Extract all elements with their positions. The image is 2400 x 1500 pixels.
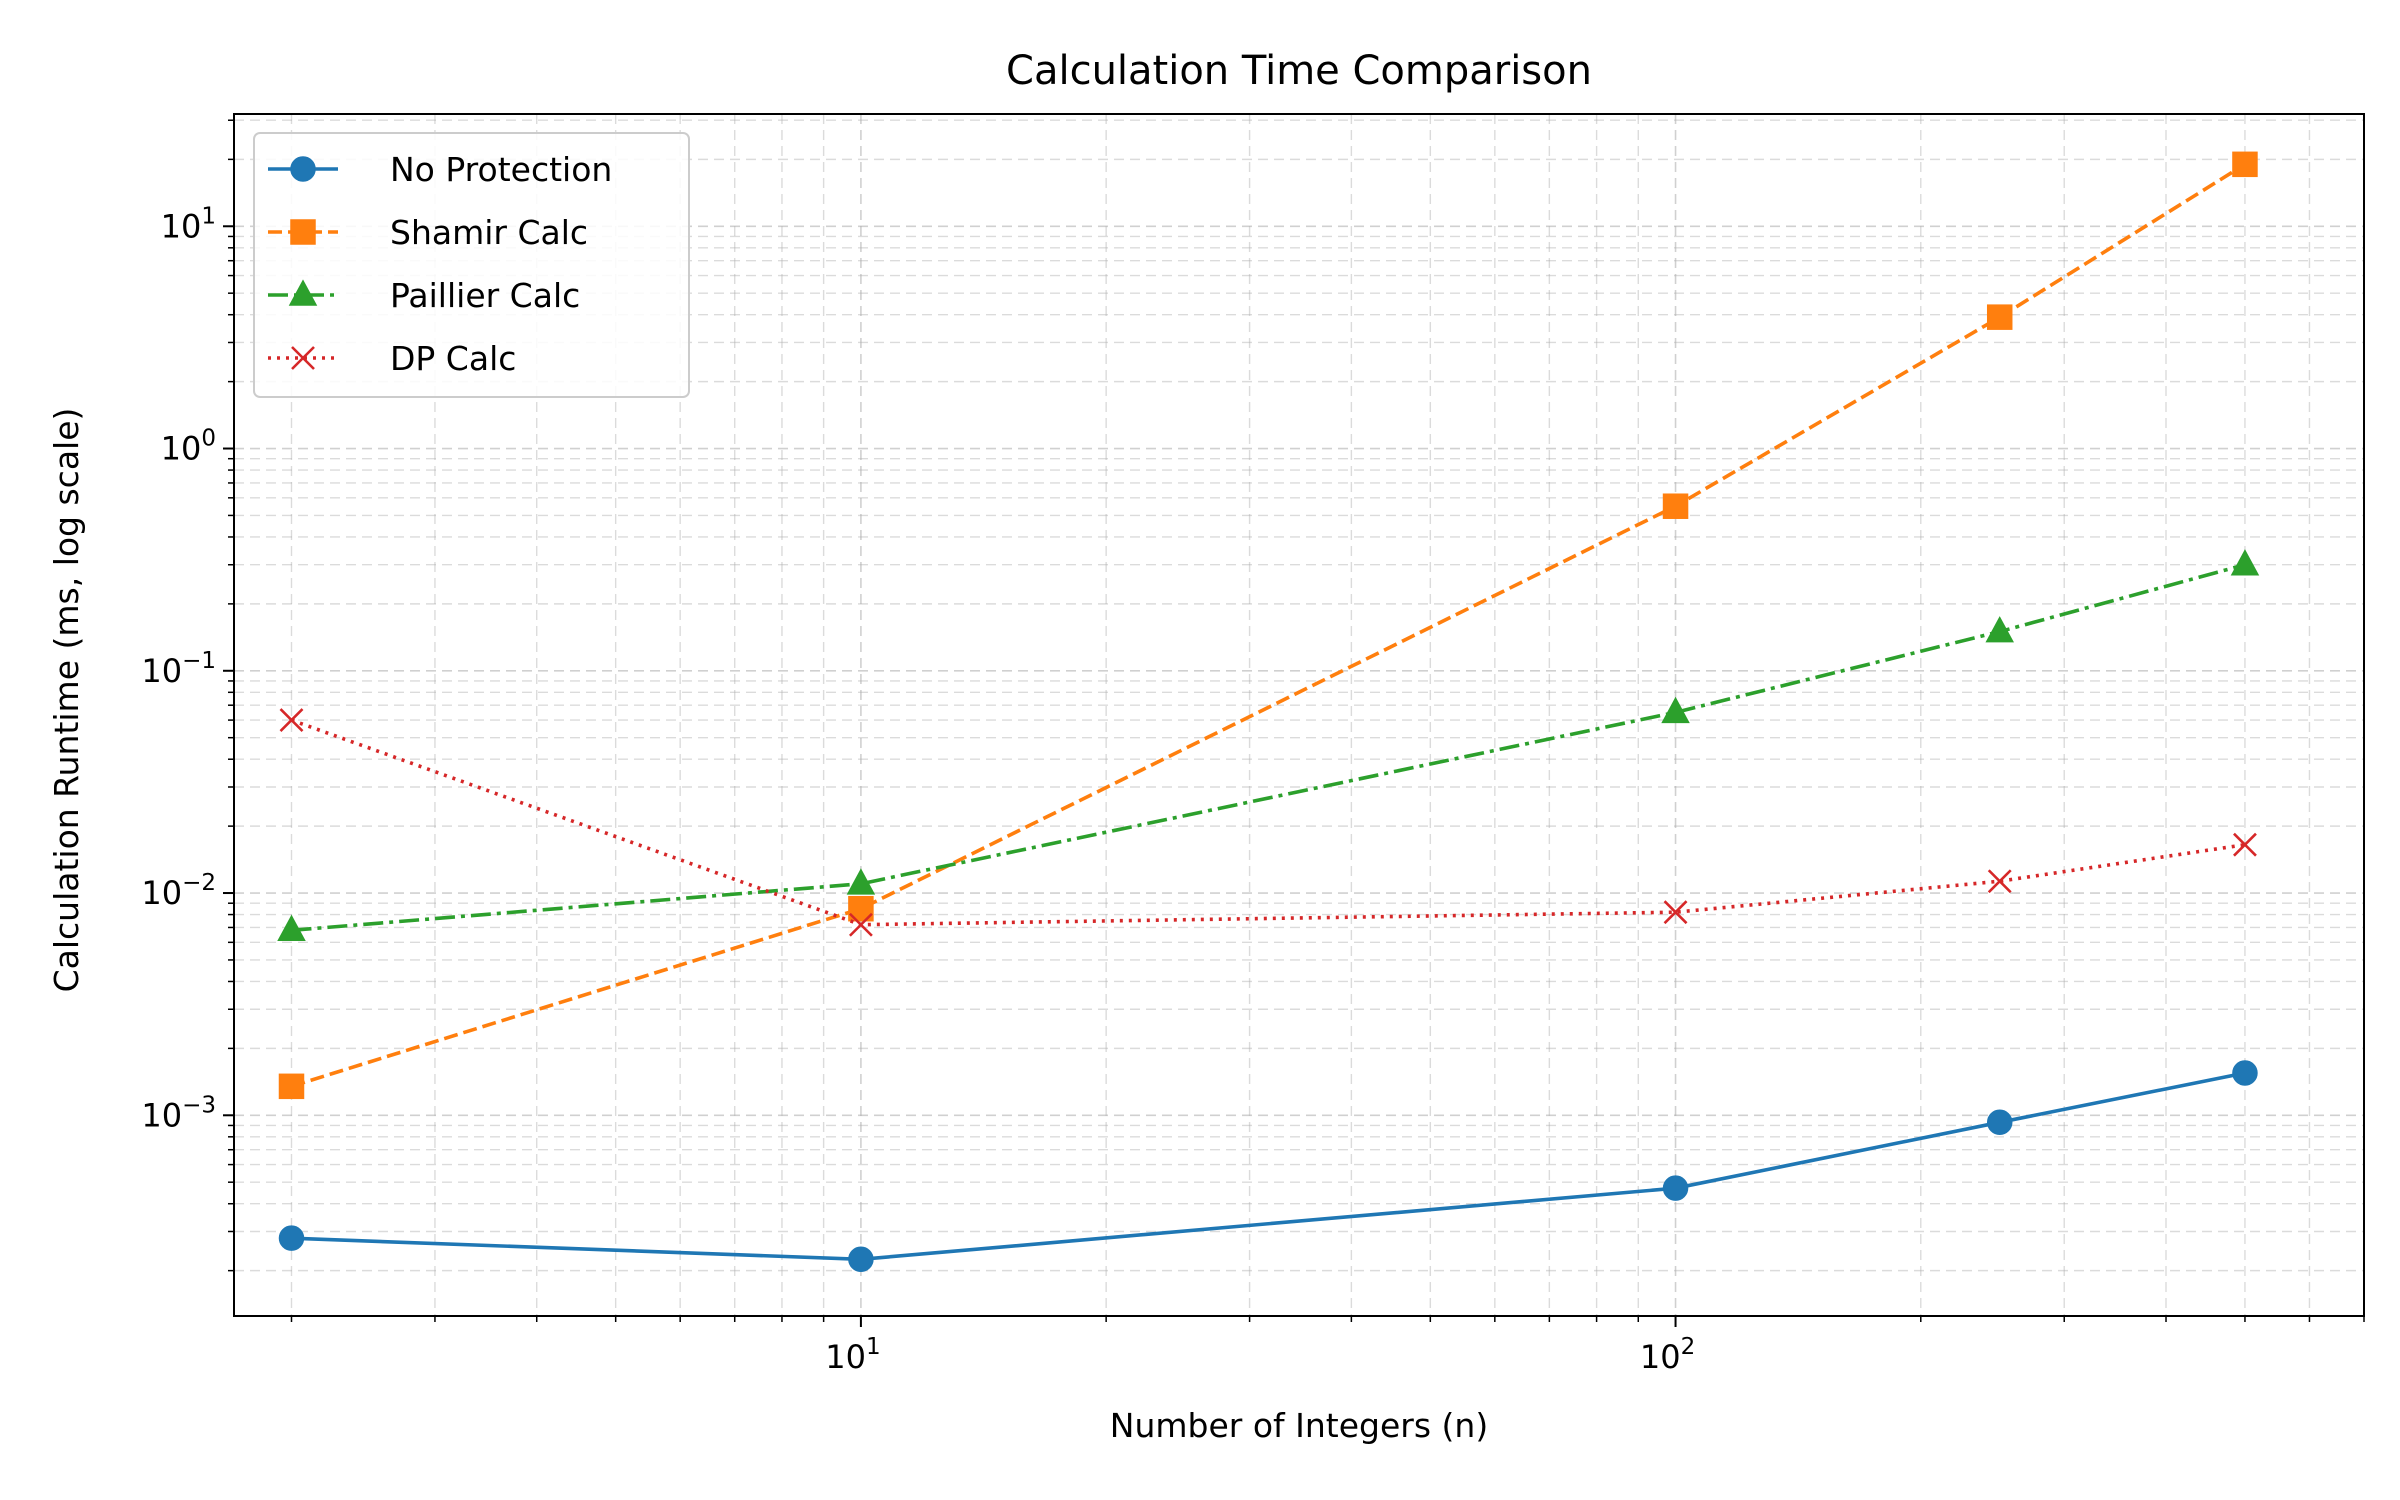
series-shamir-calc [278, 151, 2258, 1100]
data-point-paillier-calc [1661, 696, 1690, 724]
data-point-dp-calc [848, 912, 873, 937]
data-point-paillier-calc [277, 914, 306, 942]
legend-label-paillier-calc: Paillier Calc [390, 276, 580, 315]
y-tick-label: 101 [161, 203, 216, 245]
legend-label-dp-calc: DP Calc [390, 339, 516, 378]
data-point-no-protection [1986, 1109, 2013, 1136]
data-point-no-protection [278, 1225, 305, 1251]
data-point-no-protection [1662, 1175, 1689, 1201]
data-point-shamir-calc [1662, 493, 1689, 519]
legend-label-shamir-calc: Shamir Calc [390, 213, 588, 252]
legend-box [253, 132, 690, 398]
x-marker-stroke [291, 346, 315, 370]
data-point-no-protection [848, 1246, 874, 1273]
data-point-dp-calc [279, 708, 304, 733]
y-tick-label: 10−2 [141, 870, 216, 912]
series-line-dp-calc [290, 718, 2246, 927]
x-marker-stroke [848, 912, 873, 937]
x-tick-label: 102 [1640, 1334, 1695, 1376]
series-no-protection [278, 1060, 2258, 1273]
data-point-dp-calc [2233, 832, 2257, 857]
x-marker-stroke [279, 708, 304, 733]
x-marker-stroke [2233, 832, 2257, 857]
series-dp-calc [279, 708, 2257, 937]
y-tick-label: 100 [161, 426, 216, 468]
series-line-paillier-calc [291, 562, 2246, 933]
data-point-shamir-calc [278, 1073, 305, 1100]
data-point-dp-calc [1663, 900, 1688, 925]
chart-title: Calculation Time Comparison [1006, 48, 1592, 94]
legend-marker-paillier-calc [288, 279, 318, 306]
legend-marker-no-protection [290, 156, 316, 182]
data-point-dp-calc [1987, 869, 2012, 894]
x-axis-label: Number of Integers (n) [1110, 1406, 1488, 1445]
x-marker-stroke [1663, 900, 1688, 925]
data-point-paillier-calc [846, 868, 876, 895]
grid-lines [234, 114, 2365, 1316]
legend-marker-shamir-calc [290, 219, 316, 245]
plot-frame [233, 113, 2365, 1317]
data-point-shamir-calc [1986, 304, 2013, 330]
series-paillier-calc [277, 549, 2260, 942]
legend: No Protection Shamir Calc Paillier Calc DP … [253, 132, 690, 398]
y-tick-label: 10−1 [141, 648, 216, 690]
y-tick-label: 10−3 [141, 1092, 216, 1134]
data-point-paillier-calc [2230, 549, 2260, 576]
legend-marker-dp-calc [291, 346, 315, 370]
y-axis-label: Calculation Runtime (ms, log scale) [47, 408, 86, 993]
legend-label-no-protection: No Protection [390, 150, 612, 189]
data-point-no-protection [2232, 1060, 2258, 1086]
x-tick-label: 101 [825, 1334, 880, 1376]
x-marker-stroke [1987, 869, 2012, 894]
data-point-paillier-calc [1985, 616, 2014, 643]
data-point-shamir-calc [2232, 151, 2258, 178]
